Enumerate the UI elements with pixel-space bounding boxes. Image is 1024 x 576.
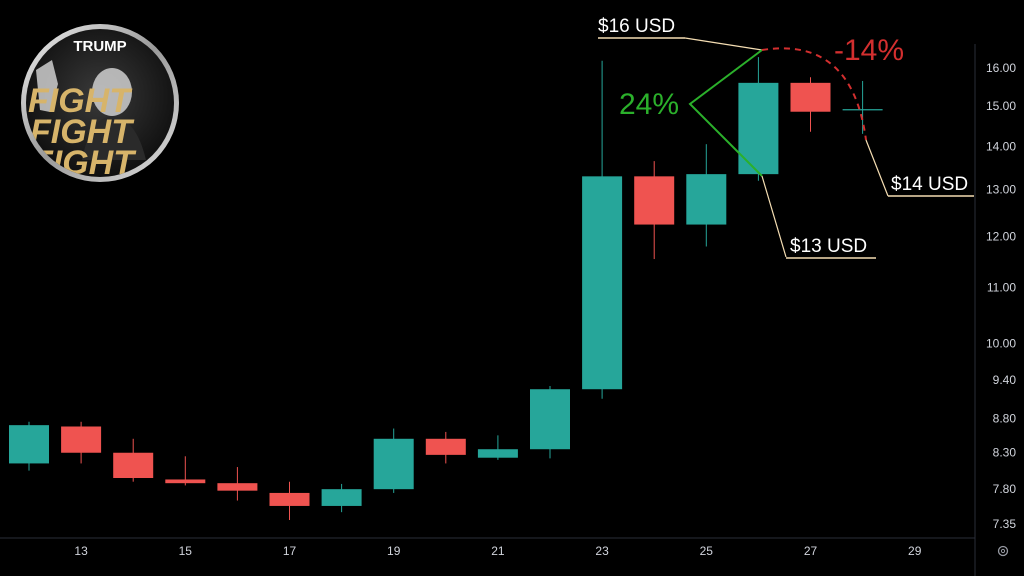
logo-fight-line-1: FIGHT: [28, 82, 133, 120]
high-pointer-line: [684, 37, 763, 51]
candle[interactable]: [373, 428, 414, 493]
price-axis[interactable]: 16.00 15.00 14.00 13.00 12.00 11.00 10.00 9.40 8…: [986, 61, 1016, 531]
time-tick-label: 25: [700, 544, 714, 558]
candle[interactable]: [321, 483, 362, 513]
candle[interactable]: [269, 481, 310, 521]
logo-fist: [36, 60, 58, 112]
price-tick-label: 15.00: [986, 99, 1016, 113]
candle[interactable]: [530, 386, 570, 459]
candle[interactable]: [582, 60, 623, 399]
trump-fight-logo: FIGHT FIGHT FIGHT TRUMP: [21, 24, 179, 182]
current-price-label: $14 USD: [891, 174, 968, 195]
candle-body: [530, 389, 570, 450]
high-price-label: $16 USD: [598, 16, 675, 37]
candle-body: [373, 438, 414, 490]
candle-body: [738, 82, 779, 175]
time-tick-label: 29: [908, 544, 922, 558]
candle-body: [634, 176, 675, 225]
candle-body: [217, 483, 258, 491]
candles-layer: [9, 57, 883, 521]
loss-percent-label: -14%: [834, 34, 904, 67]
price-tick-label: 12.00: [986, 230, 1016, 244]
candle-body: [686, 174, 727, 225]
time-tick-label: 19: [387, 544, 401, 558]
price-tick-label: 7.35: [993, 517, 1017, 531]
candle-body: [582, 176, 623, 390]
price-tick-label: 14.00: [986, 139, 1016, 153]
price-tick-label: 11.00: [987, 281, 1016, 295]
candle[interactable]: [686, 144, 727, 247]
gain-bracket: [688, 49, 763, 177]
candle[interactable]: [165, 456, 206, 486]
gain-percent-label: 24%: [619, 88, 679, 121]
time-tick-label: 27: [804, 544, 818, 558]
time-tick-label: 21: [491, 544, 505, 558]
candle-body: [269, 492, 310, 506]
loss-dashed-arc: [761, 47, 867, 141]
price-tick-label: 9.40: [993, 373, 1017, 387]
candle-body: [321, 489, 362, 506]
candle[interactable]: [790, 77, 831, 132]
candle-body: [9, 425, 49, 464]
time-axis[interactable]: 13 15 17 19 21 23 25 27 29: [74, 544, 921, 558]
price-tick-label: 10.00: [986, 337, 1016, 351]
low-pointer-line: [761, 175, 787, 258]
gear-icon[interactable]: [997, 545, 1009, 557]
time-tick-label: 13: [74, 544, 88, 558]
price-tick-label: 7.80: [993, 482, 1017, 496]
candle[interactable]: [477, 435, 518, 460]
price-tick-label: 8.80: [993, 411, 1017, 425]
logo-fight-line-2: FIGHT: [30, 113, 135, 151]
current-pointer-line: [865, 139, 889, 197]
candle-body: [790, 82, 831, 112]
low-price-label: $13 USD: [790, 236, 867, 257]
candle-body: [61, 426, 102, 453]
time-tick-label: 23: [595, 544, 609, 558]
annotations-layer: $16 USD 24% $13 USD -14% $14 USD: [598, 16, 974, 259]
candle-body: [477, 449, 518, 458]
time-tick-label: 15: [179, 544, 193, 558]
candle[interactable]: [61, 421, 102, 464]
logo-title: TRUMP: [73, 38, 126, 55]
logo-portrait: [92, 68, 132, 116]
candle-body: [425, 438, 466, 455]
candle-body: [165, 479, 206, 484]
candle[interactable]: [634, 161, 675, 260]
candle[interactable]: [113, 438, 154, 482]
candle[interactable]: [217, 467, 258, 501]
candle[interactable]: [425, 431, 466, 464]
price-tick-label: 16.00: [986, 61, 1016, 75]
price-tick-label: 13.00: [986, 183, 1016, 197]
price-tick-label: 8.30: [993, 446, 1017, 460]
candle-body: [113, 452, 154, 478]
time-tick-label: 17: [283, 544, 297, 558]
candle[interactable]: [9, 421, 49, 471]
